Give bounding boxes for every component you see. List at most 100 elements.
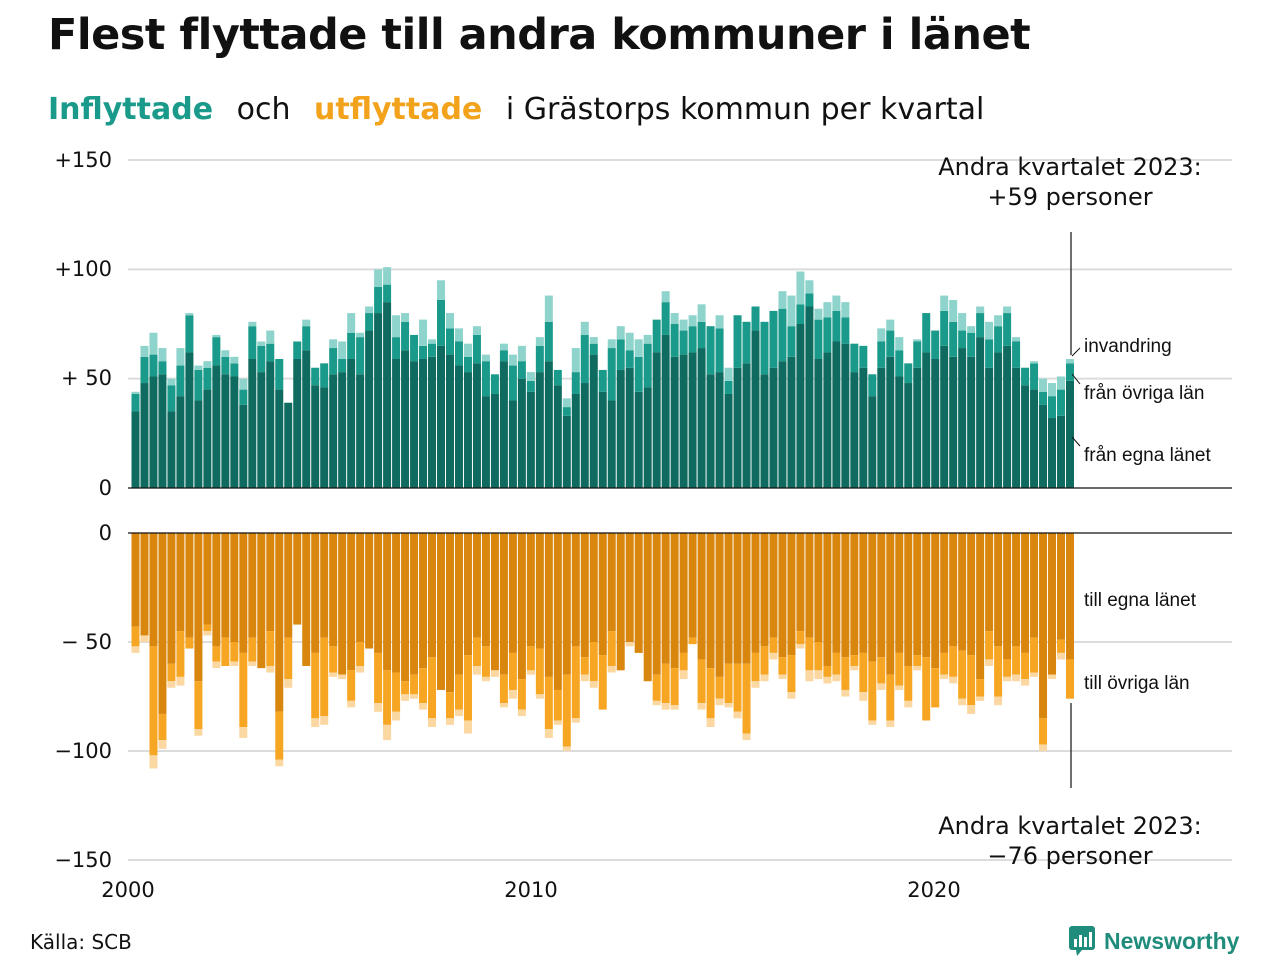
bar-out-utvandring-8 [203,631,212,636]
bar-out-egna-13 [248,533,257,638]
ytick-label-0: +150 [54,148,112,172]
bar-in-egna-71 [769,367,778,488]
bar-out-egna-97 [1003,533,1012,660]
bar-in-invandring-0 [131,391,140,394]
bar-out-egna-16 [275,533,284,712]
bar-out-egna-52 [598,533,607,656]
bar-in-egna-14 [257,372,266,488]
bar-out-utvandring-84 [886,720,895,728]
bar-out-ovriga-68 [742,663,751,734]
bar-in-ovriga-29 [392,337,401,359]
bar-out-egna-56 [634,533,643,653]
bar-out-egna-38 [472,533,481,638]
bar-out-egna-80 [850,533,859,656]
bar-out-egna-68 [742,533,751,664]
bar-out-egna-18 [293,533,302,625]
bar-in-ovriga-54 [616,339,625,370]
annotation-in-value: +59 personer [987,183,1152,211]
bar-in-egna-55 [625,367,634,488]
bar-out-egna-70 [760,533,769,647]
bar-out-utvandring-83 [877,683,886,690]
bar-in-invandring-78 [832,295,841,311]
bar-in-egna-25 [356,374,365,488]
bar-out-utvandring-4 [167,681,176,688]
bar-out-utvandring-70 [760,674,769,682]
bar-in-invandring-30 [401,313,410,322]
xtick-label-2010: 2010 [504,878,557,902]
bar-in-invandring-37 [463,343,472,357]
bar-out-ovriga-86 [904,665,913,701]
bar-out-ovriga-61 [679,652,688,671]
bar-out-egna-21 [320,533,329,638]
bar-out-egna-35 [445,533,454,693]
bar-in-egna-76 [814,358,823,488]
bar-in-ovriga-37 [463,356,472,373]
bar-out-egna-22 [329,533,338,647]
bar-in-ovriga-40 [490,374,499,394]
bar-out-ovriga-11 [230,642,239,662]
bar-out-ovriga-31 [410,674,419,695]
bar-out-utvandring-92 [958,698,967,706]
bar-out-egna-20 [311,533,320,653]
bar-in-egna-80 [850,372,859,488]
bar-in-invandring-1 [140,345,149,357]
bar-in-invandring-43 [517,345,526,362]
bar-in-egna-99 [1021,385,1030,488]
bar-in-ovriga-24 [347,332,356,359]
bar-in-ovriga-89 [931,330,940,359]
bar-out-ovriga-90 [940,652,949,675]
bar-in-egna-43 [517,378,526,488]
bar-out-egna-30 [401,533,410,682]
bar-out-utvandring-24 [347,700,356,708]
bar-out-egna-33 [428,533,437,658]
bar-in-ovriga-102 [1048,396,1057,419]
bar-out-ovriga-72 [778,657,787,675]
bar-out-egna-3 [158,533,167,714]
bar-out-utvandring-82 [868,720,877,725]
bar-out-ovriga-60 [670,668,679,706]
bar-in-ovriga-58 [652,319,661,353]
bar-out-utvandring-85 [895,685,904,690]
bar-in-ovriga-104 [1066,363,1074,381]
bar-in-egna-88 [922,352,931,488]
bar-out-egna-25 [356,533,365,642]
bar-in-ovriga-81 [859,345,868,368]
bar-in-ovriga-69 [751,306,760,331]
bar-out-ovriga-45 [535,648,544,695]
bar-in-egna-16 [275,389,284,488]
label-fran-egna-lanet: från egna länet [1084,445,1211,466]
bar-in-egna-72 [778,361,787,488]
bar-in-invandring-60 [670,313,679,324]
bar-in-egna-70 [760,374,769,488]
bar-out-egna-58 [652,533,661,675]
bar-in-ovriga-79 [841,317,850,344]
bar-in-invandring-44 [526,372,535,381]
ytick-label-7: −150 [54,848,112,872]
bar-out-utvandring-73 [787,692,796,699]
ytick-label-3: 0 [99,476,112,500]
bar-out-utvandring-12 [239,727,248,738]
bar-in-ovriga-10 [221,356,230,375]
bar-in-egna-90 [940,345,949,488]
bar-out-egna-29 [392,533,401,673]
bar-out-ovriga-77 [823,665,832,677]
bar-in-egna-50 [580,383,589,488]
bar-out-egna-27 [374,533,383,653]
bar-out-ovriga-24 [347,670,356,701]
bar-out-utvandring-53 [607,665,616,673]
bar-in-egna-35 [445,354,454,488]
bar-out-utvandring-25 [356,665,365,673]
bar-out-egna-2 [149,533,158,647]
bar-out-utvandring-13 [248,661,257,666]
bar-in-egna-81 [859,367,868,488]
bar-out-utvandring-1 [140,635,149,642]
bar-in-egna-91 [949,356,958,488]
bar-in-egna-60 [670,356,679,488]
bar-in-invandring-49 [571,348,580,373]
bar-in-ovriga-52 [598,369,607,392]
bar-out-ovriga-3 [158,713,167,741]
bar-in-egna-100 [1030,389,1039,488]
bar-in-egna-42 [508,400,517,488]
bar-out-egna-34 [437,533,446,690]
bar-in-egna-39 [481,396,490,488]
